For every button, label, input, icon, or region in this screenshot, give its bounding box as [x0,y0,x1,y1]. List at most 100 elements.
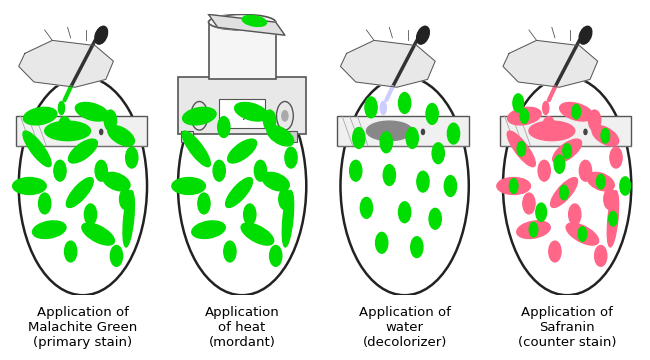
Circle shape [398,202,411,222]
FancyBboxPatch shape [219,99,265,127]
Circle shape [279,189,291,210]
Ellipse shape [560,103,593,121]
FancyBboxPatch shape [337,116,469,146]
Circle shape [353,127,365,148]
Circle shape [178,77,306,295]
Circle shape [421,129,424,135]
Circle shape [380,132,393,153]
Circle shape [529,222,538,237]
Ellipse shape [12,177,46,194]
Circle shape [384,165,395,185]
Ellipse shape [75,103,109,121]
Text: Application
of heat
(mordant): Application of heat (mordant) [205,306,280,350]
Circle shape [365,97,377,118]
Circle shape [111,246,123,266]
Ellipse shape [182,131,211,167]
Circle shape [254,160,266,181]
Ellipse shape [579,26,592,44]
Ellipse shape [607,190,619,247]
Circle shape [601,129,610,143]
Circle shape [360,197,372,218]
Circle shape [517,141,526,156]
Circle shape [595,246,607,266]
Circle shape [125,147,138,168]
Ellipse shape [367,121,412,141]
Circle shape [95,160,107,181]
Circle shape [569,204,581,225]
Circle shape [38,193,51,214]
Ellipse shape [517,221,551,238]
FancyBboxPatch shape [209,22,276,80]
Circle shape [503,77,631,295]
Ellipse shape [282,190,294,247]
Text: Application of
Safranin
(counter stain): Application of Safranin (counter stain) [518,306,616,350]
Ellipse shape [508,107,541,125]
Circle shape [445,176,456,197]
Ellipse shape [172,177,205,194]
Ellipse shape [543,102,549,114]
Circle shape [604,189,616,210]
Circle shape [398,93,411,113]
Circle shape [538,160,551,181]
Ellipse shape [66,177,94,207]
Circle shape [510,179,518,193]
Circle shape [99,129,103,135]
Circle shape [543,117,555,138]
Circle shape [578,227,587,241]
Circle shape [376,233,388,253]
Circle shape [104,110,116,131]
Ellipse shape [242,15,266,26]
Ellipse shape [123,190,135,247]
FancyBboxPatch shape [181,131,193,142]
FancyBboxPatch shape [178,77,306,134]
Circle shape [513,94,524,112]
Ellipse shape [226,177,253,207]
Ellipse shape [380,102,386,114]
Circle shape [58,117,71,138]
Ellipse shape [45,121,90,141]
Circle shape [560,185,568,200]
Circle shape [213,160,226,181]
Circle shape [610,147,622,168]
Circle shape [341,77,469,295]
Ellipse shape [183,107,216,125]
Circle shape [54,160,66,181]
Circle shape [520,109,528,123]
Circle shape [536,203,547,221]
Circle shape [198,193,210,214]
Circle shape [523,193,535,214]
Ellipse shape [32,221,66,238]
Ellipse shape [592,126,619,146]
FancyBboxPatch shape [285,131,297,142]
Ellipse shape [227,139,257,163]
Circle shape [350,160,362,181]
Circle shape [263,110,276,131]
FancyBboxPatch shape [16,116,147,146]
Ellipse shape [262,172,289,191]
Ellipse shape [209,14,276,30]
Circle shape [549,241,561,262]
Ellipse shape [192,221,226,238]
Ellipse shape [235,103,268,121]
Circle shape [417,171,429,192]
Circle shape [120,189,132,210]
Circle shape [584,129,587,135]
Ellipse shape [82,223,114,245]
Ellipse shape [103,172,130,191]
Circle shape [285,147,297,168]
Ellipse shape [68,139,98,163]
Ellipse shape [552,139,582,163]
Ellipse shape [108,126,135,146]
Ellipse shape [587,172,614,191]
Ellipse shape [58,102,64,114]
Ellipse shape [23,107,57,125]
Polygon shape [503,40,598,87]
Circle shape [84,204,97,225]
Circle shape [597,174,605,189]
Circle shape [406,127,419,148]
Text: Application of
Malachite Green
(primary stain): Application of Malachite Green (primary … [28,306,138,350]
Ellipse shape [507,131,536,167]
Ellipse shape [241,223,274,245]
Polygon shape [341,40,436,87]
Circle shape [426,104,438,124]
